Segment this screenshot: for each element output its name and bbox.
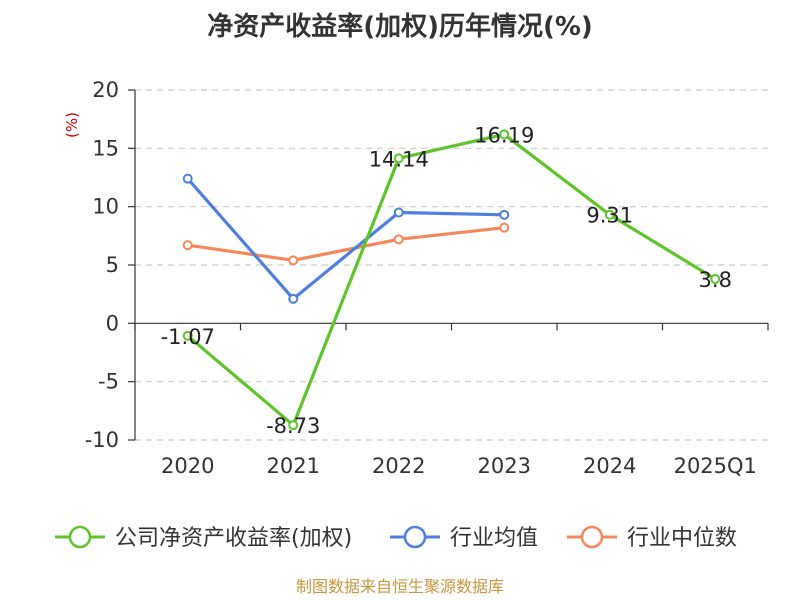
y-tick-label: 15 (92, 136, 119, 160)
x-tick-label: 2020 (161, 454, 214, 478)
data-point (182, 173, 193, 184)
data-point (499, 222, 510, 233)
legend-label: 公司净资产收益率(加权) (115, 526, 352, 551)
y-tick-label: 10 (92, 195, 119, 219)
data-point (182, 240, 193, 251)
data-point (288, 255, 299, 266)
legend-marker (403, 525, 427, 549)
data-point (393, 153, 404, 164)
data-label: 14.14 (369, 147, 429, 171)
data-label: 9.31 (586, 204, 633, 228)
series-group (182, 129, 721, 431)
x-tick-label: 2022 (372, 454, 425, 478)
data-point (393, 234, 404, 245)
x-tick-label: 2021 (267, 454, 320, 478)
data-point (604, 209, 615, 220)
data-label: -8.73 (266, 414, 320, 438)
x-tick-label: 2023 (478, 454, 531, 478)
data-point (393, 207, 404, 218)
data-label: 16.19 (474, 123, 534, 147)
legend-marker (68, 525, 92, 549)
y-axis-unit-label: (%) (63, 112, 81, 138)
data-label: -1.07 (161, 325, 215, 349)
y-tick-label: -10 (85, 428, 119, 452)
data-point (499, 129, 510, 140)
series-line (186, 132, 717, 427)
source-note: 制图数据来自恒生聚源数据库 (296, 577, 504, 596)
y-tick-label: 5 (106, 253, 119, 277)
chart-title: 净资产收益率(加权)历年情况(%) (207, 11, 593, 42)
legend-marker (580, 525, 604, 549)
data-point (182, 330, 193, 341)
y-tick-label: -5 (98, 370, 119, 394)
x-tick-label: 2025Q1 (674, 454, 757, 478)
data-label: 3.8 (699, 268, 732, 292)
series-line (186, 177, 506, 301)
y-tick-label: 20 (92, 78, 119, 102)
data-point (710, 274, 721, 284)
data-point (288, 293, 299, 304)
data-labels: -1.07 -8.73 14.14 16.19 9.31 3.8 (161, 123, 732, 438)
y-tick-label: 0 (106, 311, 119, 335)
x-tick-label: 2024 (583, 454, 636, 478)
legend: 公司净资产收益率(加权) 行业均值 行业中位数 (55, 525, 737, 551)
legend-label: 行业均值 (450, 526, 538, 551)
data-point (499, 209, 510, 220)
series-line (186, 226, 506, 262)
data-point (288, 420, 299, 431)
grid-lines (135, 89, 768, 441)
legend-label: 行业中位数 (627, 526, 737, 551)
